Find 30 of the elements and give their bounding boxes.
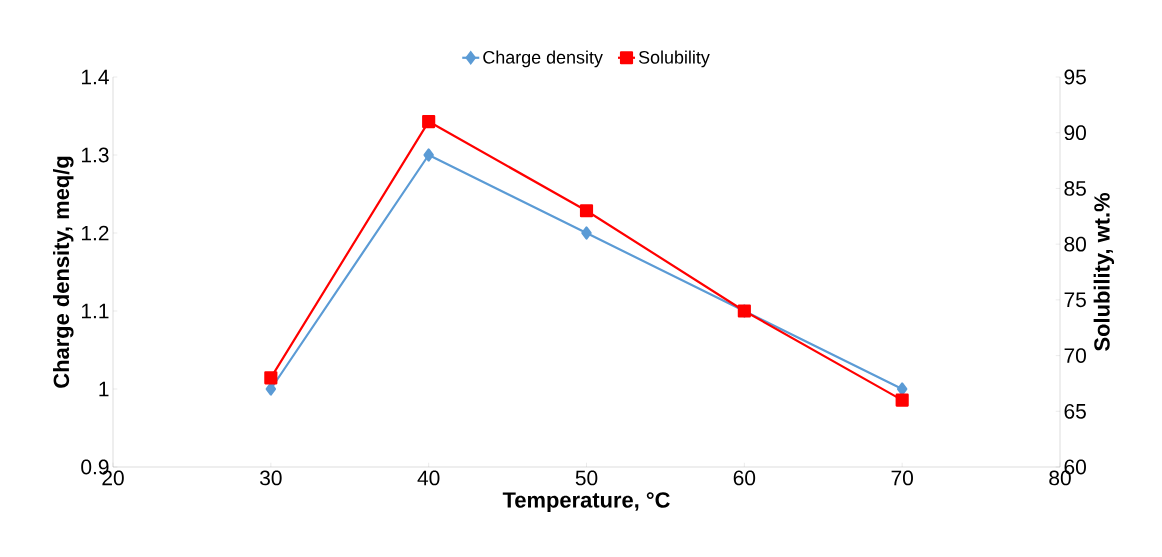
y2-tick-label: 65 (1064, 403, 1086, 419)
legend-label: Charge density (483, 50, 603, 68)
point (581, 226, 592, 240)
x-tick-label: 40 (417, 470, 440, 486)
y-tick-label: 1.2 (81, 225, 109, 241)
y2-axis-title: Solubility, wt.% (1093, 193, 1115, 351)
y2-tick-label: 90 (1064, 125, 1086, 141)
x-tick-label: 60 (733, 470, 756, 486)
y2-tick-label: 95 (1064, 69, 1086, 85)
point (265, 382, 277, 396)
point (579, 204, 594, 218)
y2-tick-label: 75 (1064, 292, 1086, 308)
point (423, 148, 434, 162)
x-tick-label: 50 (575, 470, 598, 486)
point (422, 114, 436, 129)
y-axis-title: Charge density, meq/g (53, 156, 74, 388)
x-tick-label: 30 (260, 470, 282, 486)
y-tick-label: 1.3 (81, 147, 109, 163)
point (264, 371, 278, 385)
x-tick-label: 70 (891, 470, 913, 486)
y2-tick-label: 85 (1064, 181, 1086, 196)
y2-tick-label: 80 (1064, 236, 1086, 252)
y-tick-label: 1.1 (81, 303, 109, 319)
legend-label: Solubility (638, 50, 710, 68)
y-tick-label: 1 (99, 381, 109, 397)
x-axis-title: Temperature, °C (502, 492, 670, 513)
point (896, 382, 908, 396)
y2-tick-label: 70 (1064, 348, 1086, 363)
y-tick-label: 1.4 (81, 69, 109, 85)
point (895, 393, 909, 407)
